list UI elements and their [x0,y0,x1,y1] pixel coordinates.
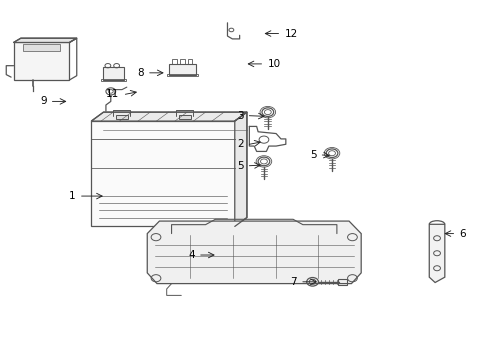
Text: 12: 12 [284,28,297,39]
Text: 8: 8 [137,68,143,78]
Bar [23,44,60,51]
Text: 7: 7 [290,277,296,287]
Bar [169,64,196,75]
Bar [337,279,346,285]
Text: 5: 5 [236,161,243,171]
Bar [101,78,126,81]
Polygon shape [147,221,361,284]
Text: 10: 10 [267,59,280,69]
Bar [91,121,234,226]
Text: 11: 11 [106,89,119,99]
Polygon shape [428,224,444,283]
Text: 3: 3 [236,111,243,121]
Text: 6: 6 [458,229,465,239]
Polygon shape [234,112,246,226]
Polygon shape [14,38,77,42]
Bar [14,42,69,80]
Bar [179,116,191,119]
Bar [180,59,184,64]
Bar [116,116,127,119]
Text: 1: 1 [69,191,76,201]
Bar [172,59,177,64]
Text: 9: 9 [40,96,46,107]
Text: 2: 2 [236,139,243,149]
Bar [187,59,192,64]
Bar [166,73,198,76]
Text: 4: 4 [188,250,195,260]
Polygon shape [91,112,246,121]
Bar [103,67,123,80]
Text: 5: 5 [309,150,316,160]
